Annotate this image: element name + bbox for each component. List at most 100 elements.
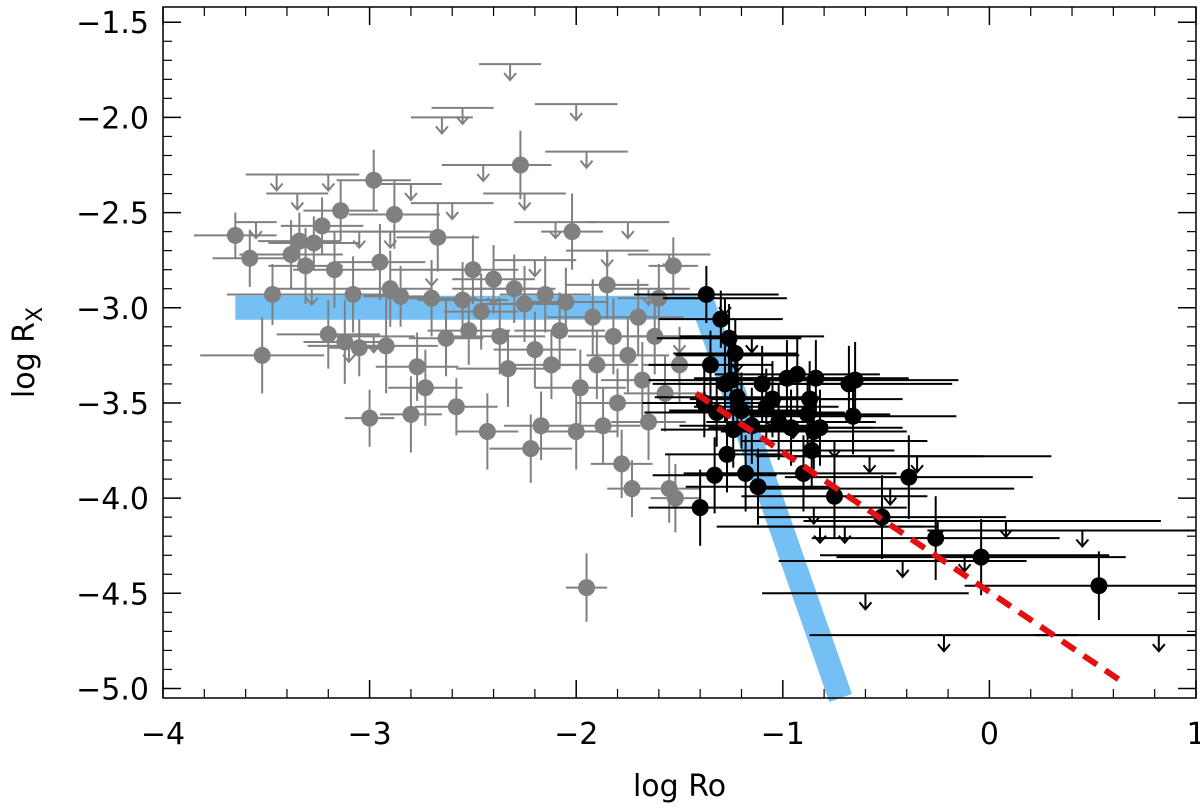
limit-arrowhead	[304, 297, 319, 307]
point-marker	[365, 171, 383, 189]
data-point	[499, 256, 591, 333]
point-marker	[290, 232, 308, 250]
data-point	[239, 220, 343, 289]
upper-limit-marker	[586, 221, 670, 240]
data-point	[334, 224, 426, 301]
data-point	[565, 553, 608, 622]
data-point	[710, 435, 897, 512]
upper-limit-marker	[452, 287, 535, 307]
upper-limit-marker	[483, 192, 566, 212]
point-marker	[325, 261, 343, 279]
y-tick-label: −3.5	[76, 387, 149, 422]
point-marker	[499, 360, 517, 378]
upper-limit-marker	[850, 519, 1161, 539]
limit-arrowhead	[600, 259, 614, 269]
point-marker	[385, 205, 403, 223]
upper-limit-marker	[493, 259, 577, 278]
data-point	[648, 330, 773, 400]
upper-limit-marker	[778, 559, 1027, 579]
limit-arrowhead	[383, 239, 398, 250]
limit-arrowhead	[548, 230, 563, 240]
point-marker	[297, 257, 315, 275]
point-marker	[472, 303, 490, 321]
upper-limit-marker	[514, 221, 597, 240]
upper-limit-marker	[607, 287, 690, 307]
upper-limit-marker	[679, 335, 825, 354]
model-layer	[235, 295, 852, 702]
data-point	[363, 265, 438, 327]
upper-limit-marker	[390, 268, 473, 288]
data-point	[348, 180, 440, 249]
point-marker	[1090, 577, 1108, 595]
data-point	[396, 203, 480, 272]
limit-arrowhead	[435, 125, 449, 135]
limit-arrowhead	[455, 116, 470, 126]
point-marker	[666, 489, 684, 507]
upper-limit-marker	[565, 249, 649, 269]
limit-arrowhead	[366, 344, 381, 354]
point-marker	[720, 329, 738, 347]
limit-arrowhead	[937, 643, 951, 653]
point-marker	[332, 202, 350, 220]
point-marker	[460, 322, 478, 340]
point-marker	[305, 234, 323, 252]
data-point	[456, 393, 519, 470]
data-point	[749, 378, 957, 455]
y-tick-label: −5.0	[76, 672, 149, 707]
data-point	[656, 303, 802, 373]
point-marker	[226, 226, 244, 244]
x-tick-label: −2	[554, 717, 598, 752]
y-tick-label: −2.0	[76, 101, 149, 136]
point-marker	[571, 379, 589, 397]
point-marker	[392, 287, 410, 305]
point-marker	[900, 468, 918, 486]
limit-arrowhead	[718, 306, 732, 316]
data-point	[493, 311, 577, 388]
limit-arrowhead	[786, 430, 800, 440]
data-point	[379, 376, 442, 453]
data-point	[555, 330, 639, 400]
point-marker	[478, 422, 496, 440]
upper-limit-marker	[762, 592, 969, 611]
x-tick-label: 1	[1186, 717, 1200, 752]
point-marker	[485, 270, 503, 288]
y-tick-label: −2.5	[76, 197, 149, 232]
limit-arrowhead	[404, 192, 418, 202]
upper-limit-marker	[662, 297, 787, 316]
data-point	[454, 298, 546, 375]
upper-limit-marker	[766, 487, 1015, 507]
point-marker	[749, 478, 767, 496]
tick-labels: −4 −3 −2 −1 0 1 −5.0 −4.5 −4.0 −3.5 −3.0 −2.5 −2.0 −1…	[76, 6, 1200, 752]
point-marker	[726, 344, 744, 362]
point-marker	[408, 358, 426, 376]
point-marker	[803, 442, 821, 460]
point-marker	[598, 276, 616, 294]
data-point	[388, 349, 463, 426]
upper-limit-marker	[534, 103, 618, 122]
point-marker	[629, 308, 647, 326]
point-marker	[594, 417, 612, 435]
upper-limit-marker	[819, 554, 1110, 573]
point-marker	[656, 384, 674, 402]
point-marker	[811, 419, 829, 437]
data-point	[673, 319, 798, 388]
point-marker	[350, 339, 368, 357]
data-point	[741, 454, 928, 539]
point-marker	[609, 394, 627, 412]
upper-limit-marker	[803, 519, 1073, 539]
point-marker	[578, 579, 596, 597]
limit-arrowhead	[807, 515, 821, 526]
upper-limit-marker	[627, 253, 711, 273]
data-point	[590, 429, 653, 499]
data-point	[534, 349, 626, 426]
limit-arrowhead	[838, 535, 852, 545]
axis-ticks	[162, 7, 1197, 698]
y-tick-label: −4.5	[76, 577, 149, 612]
data-point	[415, 378, 498, 436]
upper-limit-marker	[245, 173, 308, 193]
point-marker	[344, 285, 362, 303]
limit-arrowhead	[445, 211, 459, 221]
fit-layer	[694, 390, 1126, 686]
data-point	[307, 256, 399, 333]
point-marker	[402, 405, 420, 423]
